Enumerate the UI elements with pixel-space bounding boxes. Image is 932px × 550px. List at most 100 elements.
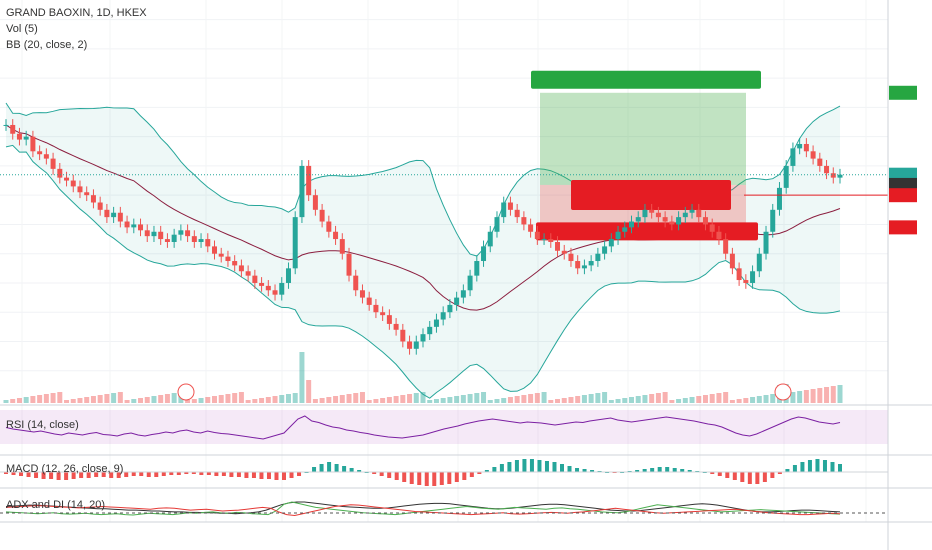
candle-body <box>662 217 668 222</box>
macd-histogram-bar <box>266 472 271 479</box>
volume-bar <box>770 394 776 403</box>
volume-bar <box>272 396 278 403</box>
candle-body <box>534 231 540 240</box>
macd-histogram-bar <box>424 472 429 486</box>
candle-body <box>30 136 36 152</box>
volume-bar <box>447 397 453 403</box>
candle-body <box>729 253 735 269</box>
macd-histogram-bar <box>477 472 482 474</box>
macd-histogram-bar <box>484 470 489 472</box>
candle-body <box>629 221 634 228</box>
macd-histogram-bar <box>221 472 226 476</box>
candle-body <box>474 261 480 276</box>
volume-bar <box>111 393 117 403</box>
price-tag-box <box>889 188 917 203</box>
volume-bar <box>77 398 83 403</box>
candle-body <box>837 174 843 178</box>
macd-histogram-bar <box>394 472 399 480</box>
rsi-line <box>5 415 841 440</box>
candle-body <box>514 209 520 218</box>
macd-histogram-bar <box>447 472 452 484</box>
volume-bar <box>810 389 816 403</box>
candle-body <box>225 256 231 262</box>
macd-histogram-bar <box>86 472 91 478</box>
macd-histogram-bar <box>101 472 106 477</box>
candle-body <box>501 202 507 218</box>
volume-bar <box>696 396 702 403</box>
macd-histogram-bar <box>64 472 69 480</box>
volume-bar <box>373 399 379 403</box>
candle-body <box>494 217 500 232</box>
macd-histogram-bar <box>672 468 677 472</box>
volume-bar <box>366 400 372 403</box>
volume-bar <box>824 387 830 403</box>
volume-bar <box>225 394 231 403</box>
bb-indicator-label: BB (20, close, 2) <box>6 39 87 51</box>
macd-histogram-bar <box>710 472 715 474</box>
candle-body <box>77 186 83 193</box>
candle-body <box>575 261 581 269</box>
candle-body <box>743 280 749 283</box>
indicator-panes <box>0 410 888 517</box>
price-tag-box <box>889 85 917 100</box>
macd-histogram-bar <box>732 472 737 480</box>
candle-body <box>359 290 365 298</box>
macd-histogram-bar <box>327 462 332 472</box>
macd-histogram-bar <box>785 469 790 472</box>
macd-histogram-bar <box>544 461 549 472</box>
macd-histogram-bar <box>514 460 519 472</box>
candle-body <box>10 124 16 134</box>
candle-body <box>541 239 547 241</box>
volume-bar <box>507 397 513 403</box>
adx-series-line <box>5 501 841 515</box>
candle-body <box>90 195 96 203</box>
rsi-label: RSI (14, close) <box>6 419 79 431</box>
candle-body <box>440 312 446 320</box>
candle-body <box>232 261 238 266</box>
macd-histogram-bar <box>131 472 136 476</box>
volume-bar <box>602 392 608 403</box>
macd-histogram-bar <box>56 472 61 480</box>
candle-body <box>124 221 130 228</box>
position-tool[interactable] <box>531 70 761 241</box>
candle-body <box>205 239 211 247</box>
volume-bar <box>629 397 634 403</box>
candle-body <box>467 275 473 291</box>
volume-bar <box>682 398 688 403</box>
volume-bar <box>191 399 197 403</box>
volume-bar <box>655 393 661 403</box>
macd-histogram-bar <box>762 472 767 482</box>
volume-bar <box>729 400 735 403</box>
candle-body <box>171 234 177 242</box>
macd-histogram-bar <box>687 470 692 472</box>
volume-bar <box>326 397 332 403</box>
volume-bar <box>756 396 762 403</box>
macd-histogram-bar <box>251 472 256 478</box>
macd-histogram-bar <box>244 472 249 478</box>
macd-histogram-bar <box>492 467 497 472</box>
candle-body <box>117 212 123 222</box>
volume-bar <box>164 394 170 403</box>
macd-histogram-bar <box>116 472 121 478</box>
macd-histogram-bar <box>665 467 670 472</box>
volume-bar <box>689 397 695 403</box>
macd-histogram-bar <box>342 466 347 472</box>
macd-histogram-bar <box>830 462 835 472</box>
volume-bar <box>43 394 49 403</box>
volume-bar <box>474 393 480 403</box>
volume-bar <box>440 398 446 403</box>
candle-body <box>581 265 587 269</box>
macd-histogram-bar <box>124 472 129 477</box>
volume-bar <box>359 392 365 403</box>
macd-histogram-bar <box>740 472 745 482</box>
candle-body <box>696 209 702 218</box>
candle-body <box>568 253 574 262</box>
volume-bar <box>265 397 271 403</box>
macd-histogram-bar <box>650 468 655 472</box>
volume-bar <box>460 395 466 403</box>
candle-body <box>23 136 29 140</box>
candle-body <box>292 217 298 269</box>
macd-histogram-bar <box>79 472 84 478</box>
volume-bar <box>837 385 843 403</box>
volume-bar <box>23 397 29 403</box>
